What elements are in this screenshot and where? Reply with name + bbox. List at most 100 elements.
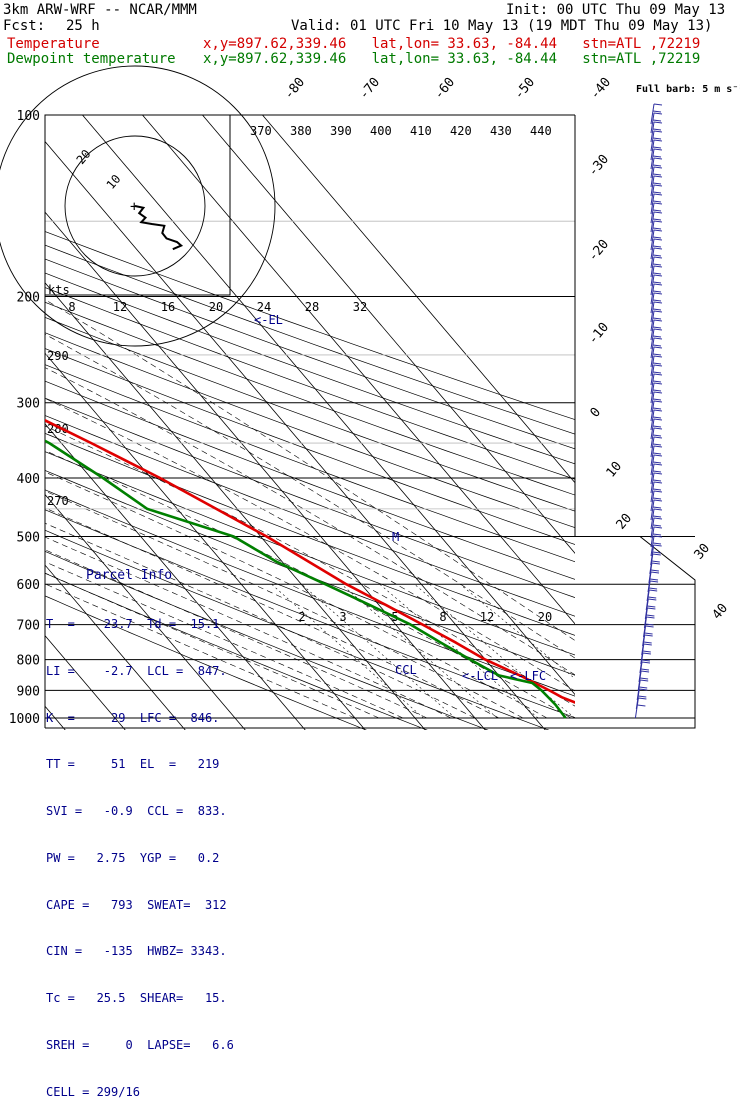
wind-barb — [650, 328, 663, 350]
wind-barb-flag — [652, 542, 662, 545]
wind-barb — [650, 139, 663, 161]
wind-barb-flag — [652, 263, 662, 266]
wind-barb-flag — [653, 364, 663, 367]
isotherm-line — [82, 115, 575, 696]
isotherm-label: -70 — [357, 75, 384, 103]
wind-barb-flag — [648, 596, 657, 599]
wind-barb-flag — [652, 479, 662, 482]
wind-barb — [650, 256, 663, 278]
wind-barb-flag — [652, 434, 662, 437]
dry-adiabat-line — [45, 509, 575, 718]
wind-barb-flag — [653, 382, 663, 385]
wind-barb-flag — [648, 598, 657, 601]
wind-barb-flag — [653, 121, 663, 124]
wind-barb — [650, 454, 663, 476]
wind-barb-staff — [650, 220, 655, 242]
wind-barb — [650, 247, 663, 269]
hodograph-speed-label: 8 — [68, 300, 75, 314]
wind-barb — [650, 517, 663, 539]
isotherm-line — [0, 115, 6, 731]
isotherm-line — [45, 211, 486, 730]
wind-barb — [650, 292, 663, 314]
wind-barb-flag — [653, 265, 663, 268]
wind-barb-flag — [652, 389, 662, 392]
wind-barb-flag — [652, 461, 662, 464]
wind-barb-staff — [650, 463, 655, 485]
wind-barb-flag — [653, 319, 663, 322]
wind-barb-flag — [652, 533, 662, 536]
theta-label: 410 — [410, 124, 432, 138]
dry-adiabat-line — [45, 595, 367, 730]
wind-barb-flag — [652, 425, 662, 428]
wind-barb-flag — [653, 355, 663, 358]
wind-barb-flag — [641, 659, 650, 662]
wind-barb — [650, 472, 663, 494]
pressure-label: 100 — [17, 109, 40, 124]
wind-barb-flag — [652, 380, 662, 383]
wind-barb-flag — [652, 137, 662, 140]
wind-barb-flag — [653, 391, 663, 394]
wind-barb-staff — [650, 364, 655, 386]
wind-barb-flag — [652, 218, 662, 221]
isotherm-line — [45, 564, 186, 730]
wind-barb-staff — [650, 265, 655, 287]
wind-barb-flag — [653, 247, 663, 250]
dry-adiabat-line — [45, 529, 550, 730]
pressure-label: 500 — [17, 530, 40, 545]
wind-barb-flag — [653, 454, 663, 457]
hodograph-unit-label: kts — [48, 283, 70, 297]
wind-barb-flag — [652, 553, 661, 556]
wind-barb — [650, 283, 663, 305]
right-frame — [45, 535, 696, 729]
wind-barb — [650, 382, 663, 404]
wind-barb-flag — [652, 416, 662, 419]
theta-label: 420 — [450, 124, 472, 138]
dry-adiabat-line — [45, 258, 575, 450]
dry-adiabat-line — [45, 231, 575, 421]
moist-adiabat-line — [45, 583, 356, 719]
wind-barb — [650, 211, 663, 233]
wind-barb-staff — [650, 409, 655, 431]
isotherm-label: -60 — [432, 75, 459, 103]
wind-barb — [650, 535, 663, 557]
wind-barb-note: Full barb: 5 m s⁻¹ — [636, 84, 740, 95]
wind-barb-staff — [650, 247, 655, 269]
wind-barb-flag — [653, 256, 663, 259]
wind-barb-flag — [652, 281, 662, 284]
wind-barb-flag — [653, 292, 663, 295]
wind-barb-staff — [650, 490, 655, 512]
wind-barb-flag — [652, 128, 662, 131]
hodograph-speed-label: 16 — [161, 300, 175, 314]
wind-barb-flag — [653, 193, 663, 196]
wind-barb-flag — [644, 632, 653, 635]
wind-barb — [650, 319, 663, 341]
dewpoint-line — [45, 439, 567, 719]
wind-barb-flag — [653, 436, 663, 439]
hodograph-ring-label: 10 — [104, 172, 124, 192]
wind-barb-flag — [652, 371, 662, 374]
wind-barb-flag — [653, 157, 663, 160]
wind-barb-staff — [650, 391, 655, 413]
wind-barb-flag — [653, 184, 663, 187]
wind-barb-flag — [644, 634, 653, 637]
wind-barb-staff — [650, 103, 655, 125]
wind-barb-flag — [653, 535, 663, 538]
wind-barb — [650, 499, 663, 521]
hodograph-ring-label: 20 — [74, 147, 94, 167]
wind-barb-staff — [650, 229, 655, 251]
moist-adiabat-line — [45, 572, 380, 719]
wind-barb — [650, 490, 663, 512]
hodograph-speed-label: 32 — [353, 300, 367, 314]
mixing-ratio-line — [301, 583, 456, 719]
wind-barb-flag — [653, 310, 663, 313]
profile-lines — [45, 418, 575, 719]
wind-barb — [650, 238, 663, 260]
isotherm-line — [45, 423, 306, 730]
wind-barb-staff — [650, 193, 655, 215]
wind-barb-flag — [653, 328, 663, 331]
wind-barb-flag — [653, 472, 663, 475]
parcel-row: LI = -2.7 LCL = 847. — [46, 663, 227, 678]
isotherm-label: -40 — [588, 75, 615, 103]
wind-barb-flag — [653, 166, 663, 169]
hodograph-origin-marker: + — [130, 199, 138, 215]
